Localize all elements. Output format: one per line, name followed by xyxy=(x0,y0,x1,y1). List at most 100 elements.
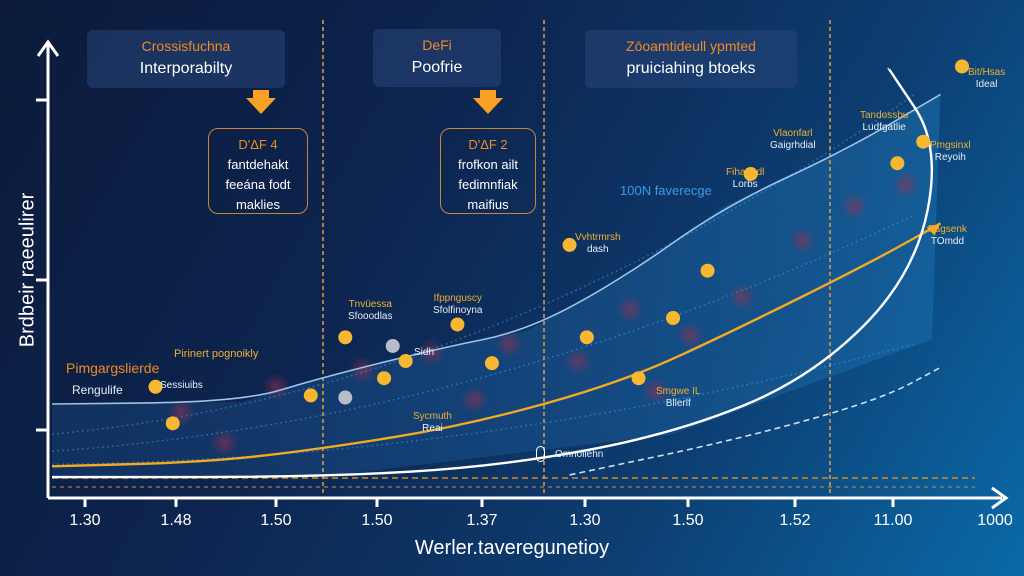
callout-title: DeFi xyxy=(422,37,452,53)
point-label: Vlaonfarl Gaigrhdial xyxy=(770,128,816,151)
draft-box-2: D'ΔF 2 frofkon ailt fedimnfiak maifius xyxy=(440,128,536,214)
milestone-point[interactable] xyxy=(148,379,163,394)
milestone-point[interactable] xyxy=(562,237,577,252)
milestone-point[interactable] xyxy=(955,59,970,74)
milestone-point[interactable] xyxy=(398,354,413,368)
heat-blotch xyxy=(210,428,239,457)
draft-line: fedimnfiak xyxy=(458,177,518,192)
callout-interoperability: Crossisfuchna Interporabilty xyxy=(87,30,285,88)
x-tick-label: 1.48 xyxy=(160,512,192,529)
callout-subtitle: Interporabilty xyxy=(139,60,233,77)
point-label: Pmgsinxl Reyoih xyxy=(930,140,971,163)
band-area xyxy=(52,94,941,478)
region-label-leverage: 100N faverecge xyxy=(620,183,712,198)
milestone-point[interactable] xyxy=(743,166,758,181)
muted-point[interactable] xyxy=(385,338,400,353)
milestone-point[interactable] xyxy=(666,311,681,325)
trend-trail xyxy=(51,214,915,453)
heat-blotch xyxy=(676,321,705,350)
milestone-point[interactable] xyxy=(377,371,392,386)
draft-line: frofkon ailt xyxy=(458,157,518,172)
series-points xyxy=(148,59,970,431)
adoption-arrow-icon xyxy=(926,223,941,236)
heat-blotch xyxy=(728,282,757,311)
line-adoption-curve xyxy=(51,222,942,468)
y-axis-label: Brdbeir raeeulirer xyxy=(16,192,39,348)
arrow-down-icon xyxy=(246,90,276,114)
point-label: Omnoilehn xyxy=(555,449,604,460)
point-label: Ifppnguscy Sfolfinoyna xyxy=(433,293,483,316)
milestone-point[interactable] xyxy=(303,388,318,403)
confidence-band xyxy=(51,93,975,488)
milestone-point[interactable] xyxy=(338,330,353,345)
region-label-mid: Pirinert pognoikly xyxy=(174,348,259,360)
x-axis-arrow-icon xyxy=(991,486,1009,510)
point-label: Sessiuibs xyxy=(160,380,203,391)
callout-subtitle: Poofrie xyxy=(411,59,463,76)
callout-defi: DeFi Poofrie xyxy=(373,29,501,87)
x-tick-label: 1.30 xyxy=(69,512,101,529)
milestone-point[interactable] xyxy=(165,416,180,431)
callout-title: Zōoamtideull ypmted xyxy=(626,38,756,54)
phase-dividers xyxy=(322,20,831,496)
heat-blotch xyxy=(615,295,644,324)
callout-title: Crossisfuchna xyxy=(141,38,231,54)
heat-blotch xyxy=(262,372,291,401)
heat-blotch xyxy=(417,338,446,367)
trend-trail xyxy=(51,93,916,435)
x-ticks xyxy=(83,498,895,507)
heat-blotch xyxy=(788,226,817,255)
x-tick-label: 11.00 xyxy=(873,512,913,529)
heat-blotch xyxy=(564,347,593,375)
milestone-point[interactable] xyxy=(484,356,499,371)
heat-blotch xyxy=(641,377,670,406)
muted-point[interactable] xyxy=(338,390,353,405)
draft-title: D'ΔF 2 xyxy=(468,137,508,152)
x-tick-label: 1.52 xyxy=(779,512,811,529)
draft-line: maklies xyxy=(235,197,281,212)
x-tick-label: 1000 xyxy=(977,512,1013,529)
lock-icon xyxy=(536,446,545,462)
milestone-point[interactable] xyxy=(450,317,465,332)
point-label: Tnvüessa Sfooodlas xyxy=(348,299,393,322)
x-axis-label: Werler.taveregunetioy xyxy=(414,537,610,559)
point-label: Fihaandl Lorbs xyxy=(726,167,765,190)
axes xyxy=(36,39,1009,510)
region-label-left-title: Pimgargslierde xyxy=(66,360,160,376)
y-axis-arrow-icon xyxy=(36,39,60,57)
point-label: Sycmuth Reai xyxy=(413,411,452,434)
point-label: Tandossbu Ludfgatlie xyxy=(860,110,909,133)
point-label: Bit/Hsas Ideal xyxy=(968,67,1006,90)
milestone-point[interactable] xyxy=(916,134,931,149)
series-lines xyxy=(51,67,942,479)
point-label: Sidh xyxy=(414,347,435,358)
x-tick-label: 1.50 xyxy=(260,512,292,529)
region-label-left-sub: Rengulife xyxy=(72,383,123,397)
x-tick-label: 1.50 xyxy=(672,512,704,529)
draft-title: D'ΔF 4 xyxy=(238,137,278,152)
draft-line: fantdehakt xyxy=(227,157,289,172)
point-label: Smgwe IL Bllerlf xyxy=(656,386,701,409)
milestone-point[interactable] xyxy=(700,263,715,278)
point-label: Vvhtrmrsh dash xyxy=(575,232,621,255)
x-tick-label: 1.30 xyxy=(569,512,601,529)
arrow-down-icon xyxy=(473,90,503,114)
line-upper-band xyxy=(51,93,941,405)
heat-blotch xyxy=(348,355,377,384)
draft-box-4: D'ΔF 4 fantdehakt feeána fodt maklies xyxy=(208,128,308,214)
heat-blotch xyxy=(460,385,489,414)
heat-blotch xyxy=(891,170,920,199)
draft-line: feeána fodt xyxy=(225,177,291,192)
line-baseline-curve xyxy=(52,67,934,479)
draft-line: maifius xyxy=(467,197,509,212)
milestone-point[interactable] xyxy=(579,330,594,345)
point-label: Pagsenk TOmdd xyxy=(928,224,967,247)
callout-blocks: Zōoamtideull ypmted pruiciahing btoeks xyxy=(585,30,797,88)
milestone-point[interactable] xyxy=(631,371,646,386)
callout-subtitle: pruiciahing btoeks xyxy=(626,60,756,77)
heat-blotch xyxy=(495,329,524,358)
x-tick-label: 1.37 xyxy=(466,512,498,529)
heat-blotch xyxy=(840,192,869,221)
milestone-point[interactable] xyxy=(890,156,905,171)
